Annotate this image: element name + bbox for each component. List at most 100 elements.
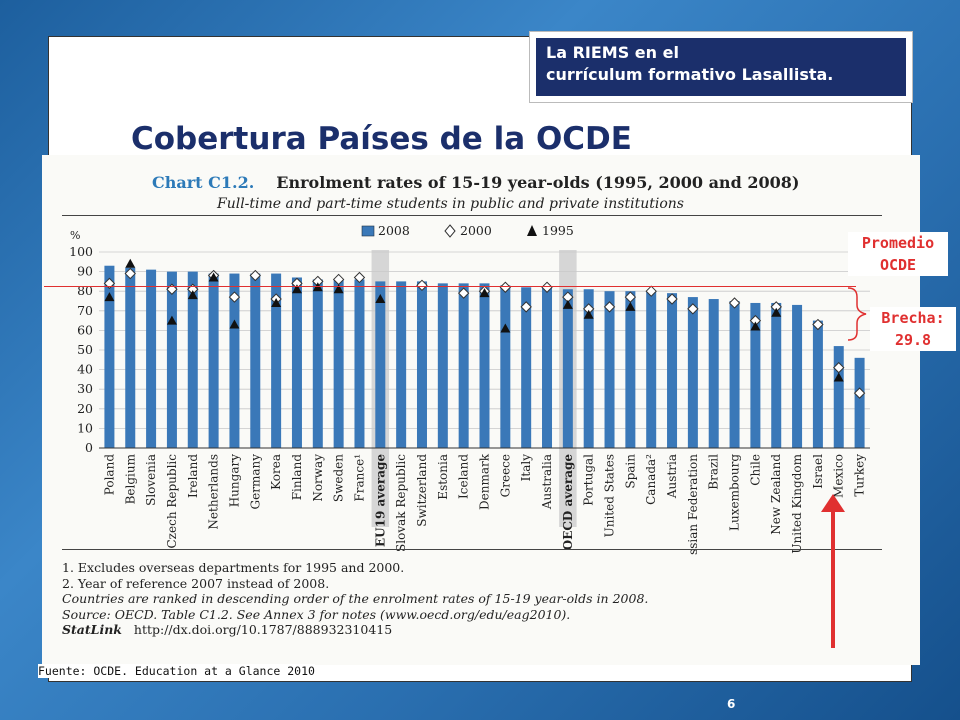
marker-1995 [271,297,282,307]
x-tick-label: Korea [269,454,283,490]
bar-2008 [625,291,636,448]
x-tick-label: Germany [248,454,262,510]
x-tick-label: Estonia [436,454,450,500]
x-tick-label: Austria [665,454,679,499]
marker-2000 [499,281,512,293]
bar-2008 [104,265,115,448]
bar-2008 [521,287,532,448]
bar-2008 [208,273,219,448]
marker-1995 [625,301,636,311]
header-line-1: La RIEMS en el [546,43,679,62]
x-tick-label: Denmark [478,453,492,510]
marker-2000 [853,387,866,399]
note-source: Source: OECD. Table C1.2. See Annex 3 fo… [62,606,571,622]
marker-2000 [645,285,657,297]
marker-2000 [728,297,741,309]
statlink-url[interactable]: http://dx.doi.org/10.1787/888932310415 [133,622,393,637]
header-line-2: currículum formativo Lasallista. [546,65,834,84]
chart-number: Chart C1.2. [152,173,255,192]
x-tick-label: Czech Republic [165,454,179,549]
x-tick-label: Brazil [707,454,721,490]
x-tick-label: Portugal [582,454,596,506]
bar-2008 [125,267,136,448]
x-tick-label: Luxembourg [728,454,742,531]
x-tick-label: Slovak Republic [394,454,408,552]
bar-2008 [562,289,573,448]
bar-2008 [333,279,344,448]
marker-2000 [228,291,241,303]
marker-2000 [541,281,553,293]
bar-2008 [250,273,261,448]
brecha-line-2: 29.8 [894,331,932,349]
chart-image: Chart C1.2. Enrolment rates of 15-19 year… [42,155,920,665]
bar-2008 [604,291,615,448]
bar-2008 [729,301,740,448]
marker-1995 [562,299,573,309]
statlink-logo: StatLink [62,622,122,637]
bar-2008 [771,302,782,448]
marker-1995 [479,288,490,298]
x-tick-label: Canada² [644,454,658,505]
chart-top-rule [62,215,882,216]
marker-1995 [291,284,302,294]
x-tick-label: Australia [540,454,554,510]
marker-1995 [375,294,386,304]
y-tick-label: 0 [85,440,93,455]
promedio-line-1: Promedio [861,234,935,252]
x-tick-label: Poland [102,454,116,496]
marker-1995 [229,319,240,329]
x-tick-label: Sweden [332,454,346,502]
promedio-ocde-label: Promedio OCDE [848,232,948,276]
marker-1995 [208,272,219,282]
marker-1995 [333,284,344,294]
bar-2008 [646,291,657,448]
legend-swatch-bar [361,225,375,237]
bar-2008 [833,346,844,448]
chart-subtitle: Full-time and part-time students in publ… [217,196,684,212]
marker-1995 [750,321,761,331]
x-tick-label: Spain [623,454,637,489]
bar-2008 [187,271,198,448]
marker-1995 [104,292,115,302]
bar-2008 [271,273,282,448]
y-tick-label: 90 [77,264,93,279]
bar-2008 [146,269,157,448]
x-tick-label: Greece [498,454,512,497]
header-box: La RIEMS en el currículum formativo Lasa… [529,31,913,103]
page-number: 6 [727,697,736,711]
note-ranking: Countries are ranked in descending order… [62,591,649,606]
bar-2008 [500,285,511,448]
bar-2008 [792,304,803,448]
x-tick-label: Finland [290,454,304,501]
marker-1995 [500,323,511,333]
brecha-line-1: Brecha: [881,309,945,327]
y-tick-label: 60 [77,322,93,337]
chart-title: Chart C1.2. Enrolment rates of 15-19 year… [152,173,799,192]
bar-2008 [291,277,302,448]
marker-2000 [603,301,616,313]
source-footer: Fuente: OCDE. Education at a Glance 2010 [38,664,315,678]
bar-2008 [375,281,386,448]
marker-2000 [812,318,824,331]
header-banner: La RIEMS en el currículum formativo Lasa… [536,38,906,96]
x-tick-label: New Zealand [769,454,783,535]
y-tick-label: 20 [77,401,93,416]
legend-label: 1995 [542,223,574,238]
x-tick-label: Norway [311,454,325,502]
x-tick-label: Iceland [457,454,471,499]
bar-2008 [750,302,761,448]
slide-title: Cobertura Países de la OCDE [131,121,632,157]
statlink-row: StatLink http://dx.doi.org/10.1787/88893… [62,622,648,638]
x-tick-label: OECD average [561,454,575,551]
bar-2008 [708,299,719,448]
marker-2000 [103,277,116,290]
x-tick-label: Switzerland [415,454,429,527]
bar-2008 [416,281,427,448]
bar-2008 [354,279,365,448]
chart-title-text: Enrolment rates of 15-19 year-olds (1995… [276,173,800,192]
marker-2000 [416,279,428,292]
marker-2000 [353,271,366,284]
y-tick-label: 40 [77,362,93,377]
marker-1995 [166,315,177,325]
